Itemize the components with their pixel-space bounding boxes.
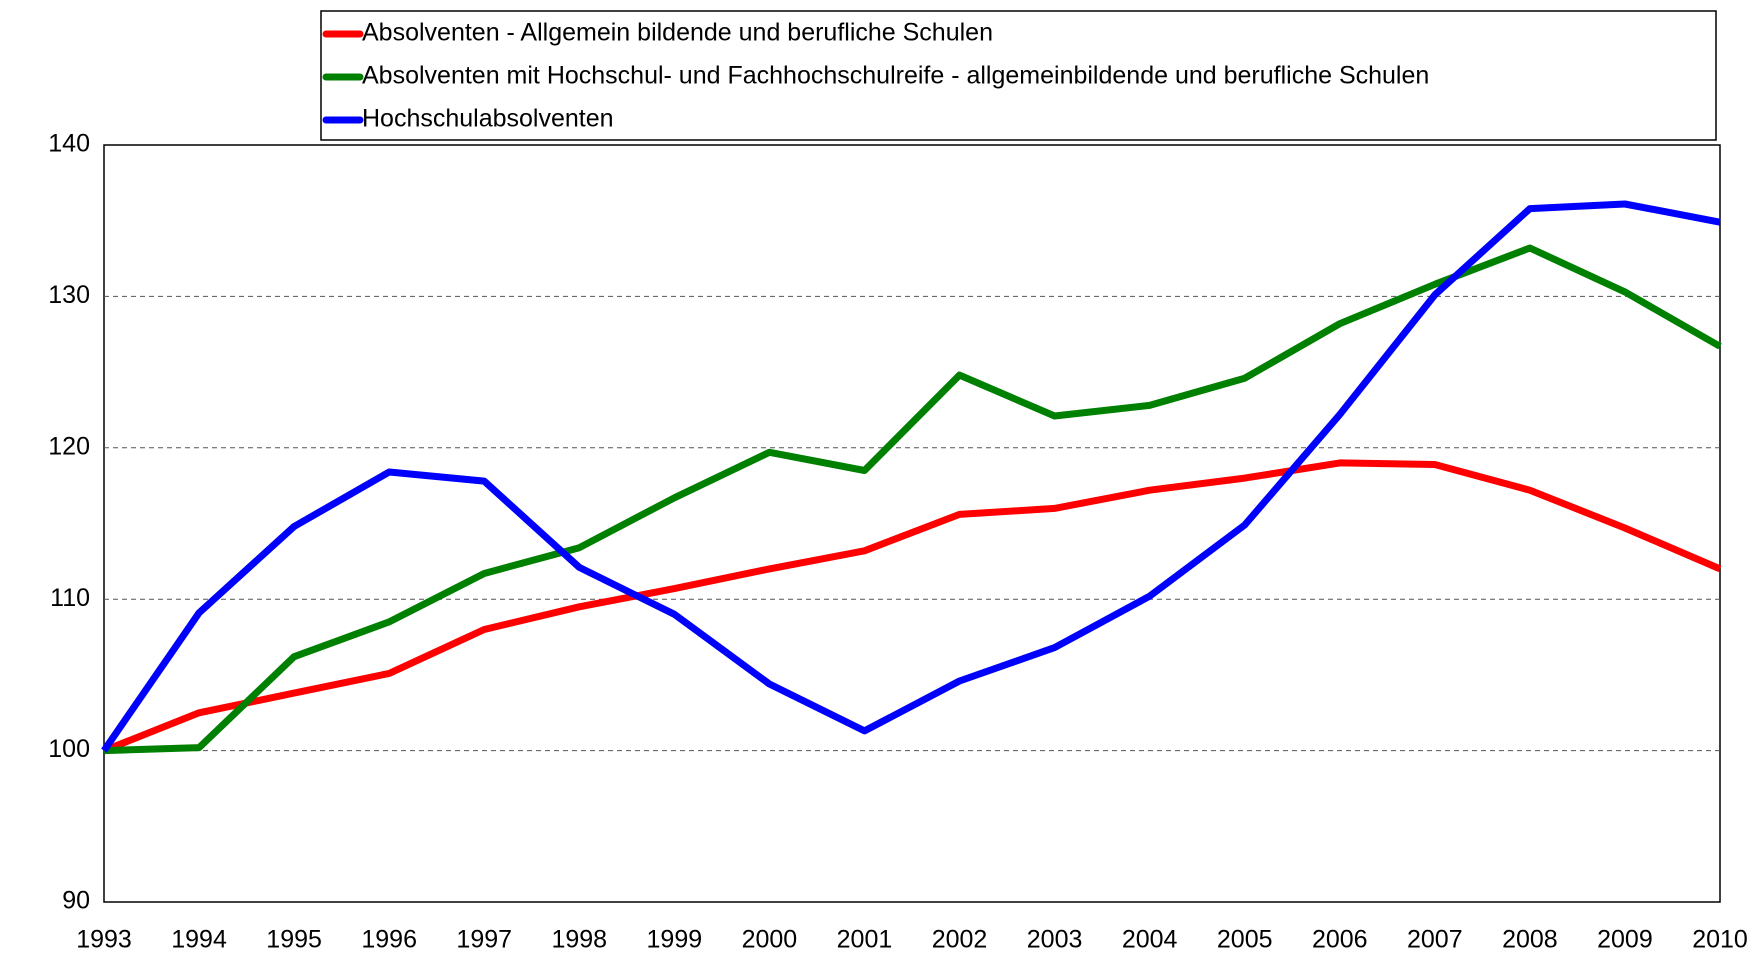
x-tick-label: 1994 <box>171 926 227 954</box>
x-tick-label: 2002 <box>932 926 988 954</box>
x-tick-label: 2009 <box>1597 926 1653 954</box>
x-tick-label: 2001 <box>837 926 893 954</box>
y-tick-label: 120 <box>48 432 90 460</box>
x-tick-label: 2000 <box>742 926 798 954</box>
x-tick-label: 1995 <box>266 926 322 954</box>
legend-label: Absolventen - Allgemein bildende und ber… <box>362 19 993 47</box>
series-line <box>102 459 1722 754</box>
x-tick-label: 2010 <box>1692 926 1748 954</box>
x-tick-label: 2005 <box>1217 926 1273 954</box>
x-tick-label: 2007 <box>1407 926 1463 954</box>
y-tick-label: 140 <box>48 130 90 158</box>
x-tick-label: 1997 <box>456 926 512 954</box>
y-tick-label: 90 <box>62 887 90 915</box>
y-tick-label: 110 <box>50 584 90 612</box>
x-tick-label: 2006 <box>1312 926 1368 954</box>
x-tick-label: 2008 <box>1502 926 1558 954</box>
x-tick-label: 1998 <box>551 926 607 954</box>
x-tick-label: 1996 <box>361 926 417 954</box>
legend-box <box>320 10 1717 141</box>
legend-label: Hochschulabsolventen <box>362 105 614 133</box>
x-tick-label: 1999 <box>647 926 703 954</box>
x-tick-label: 2004 <box>1122 926 1178 954</box>
series-line <box>101 200 1721 753</box>
legend-label: Absolventen mit Hochschul- und Fachhochs… <box>362 62 1429 90</box>
y-tick-label: 100 <box>48 735 90 763</box>
plot-frame <box>103 144 1721 903</box>
x-tick-label: 1993 <box>76 926 132 954</box>
x-tick-label: 2003 <box>1027 926 1083 954</box>
y-tick-label: 130 <box>48 281 90 309</box>
